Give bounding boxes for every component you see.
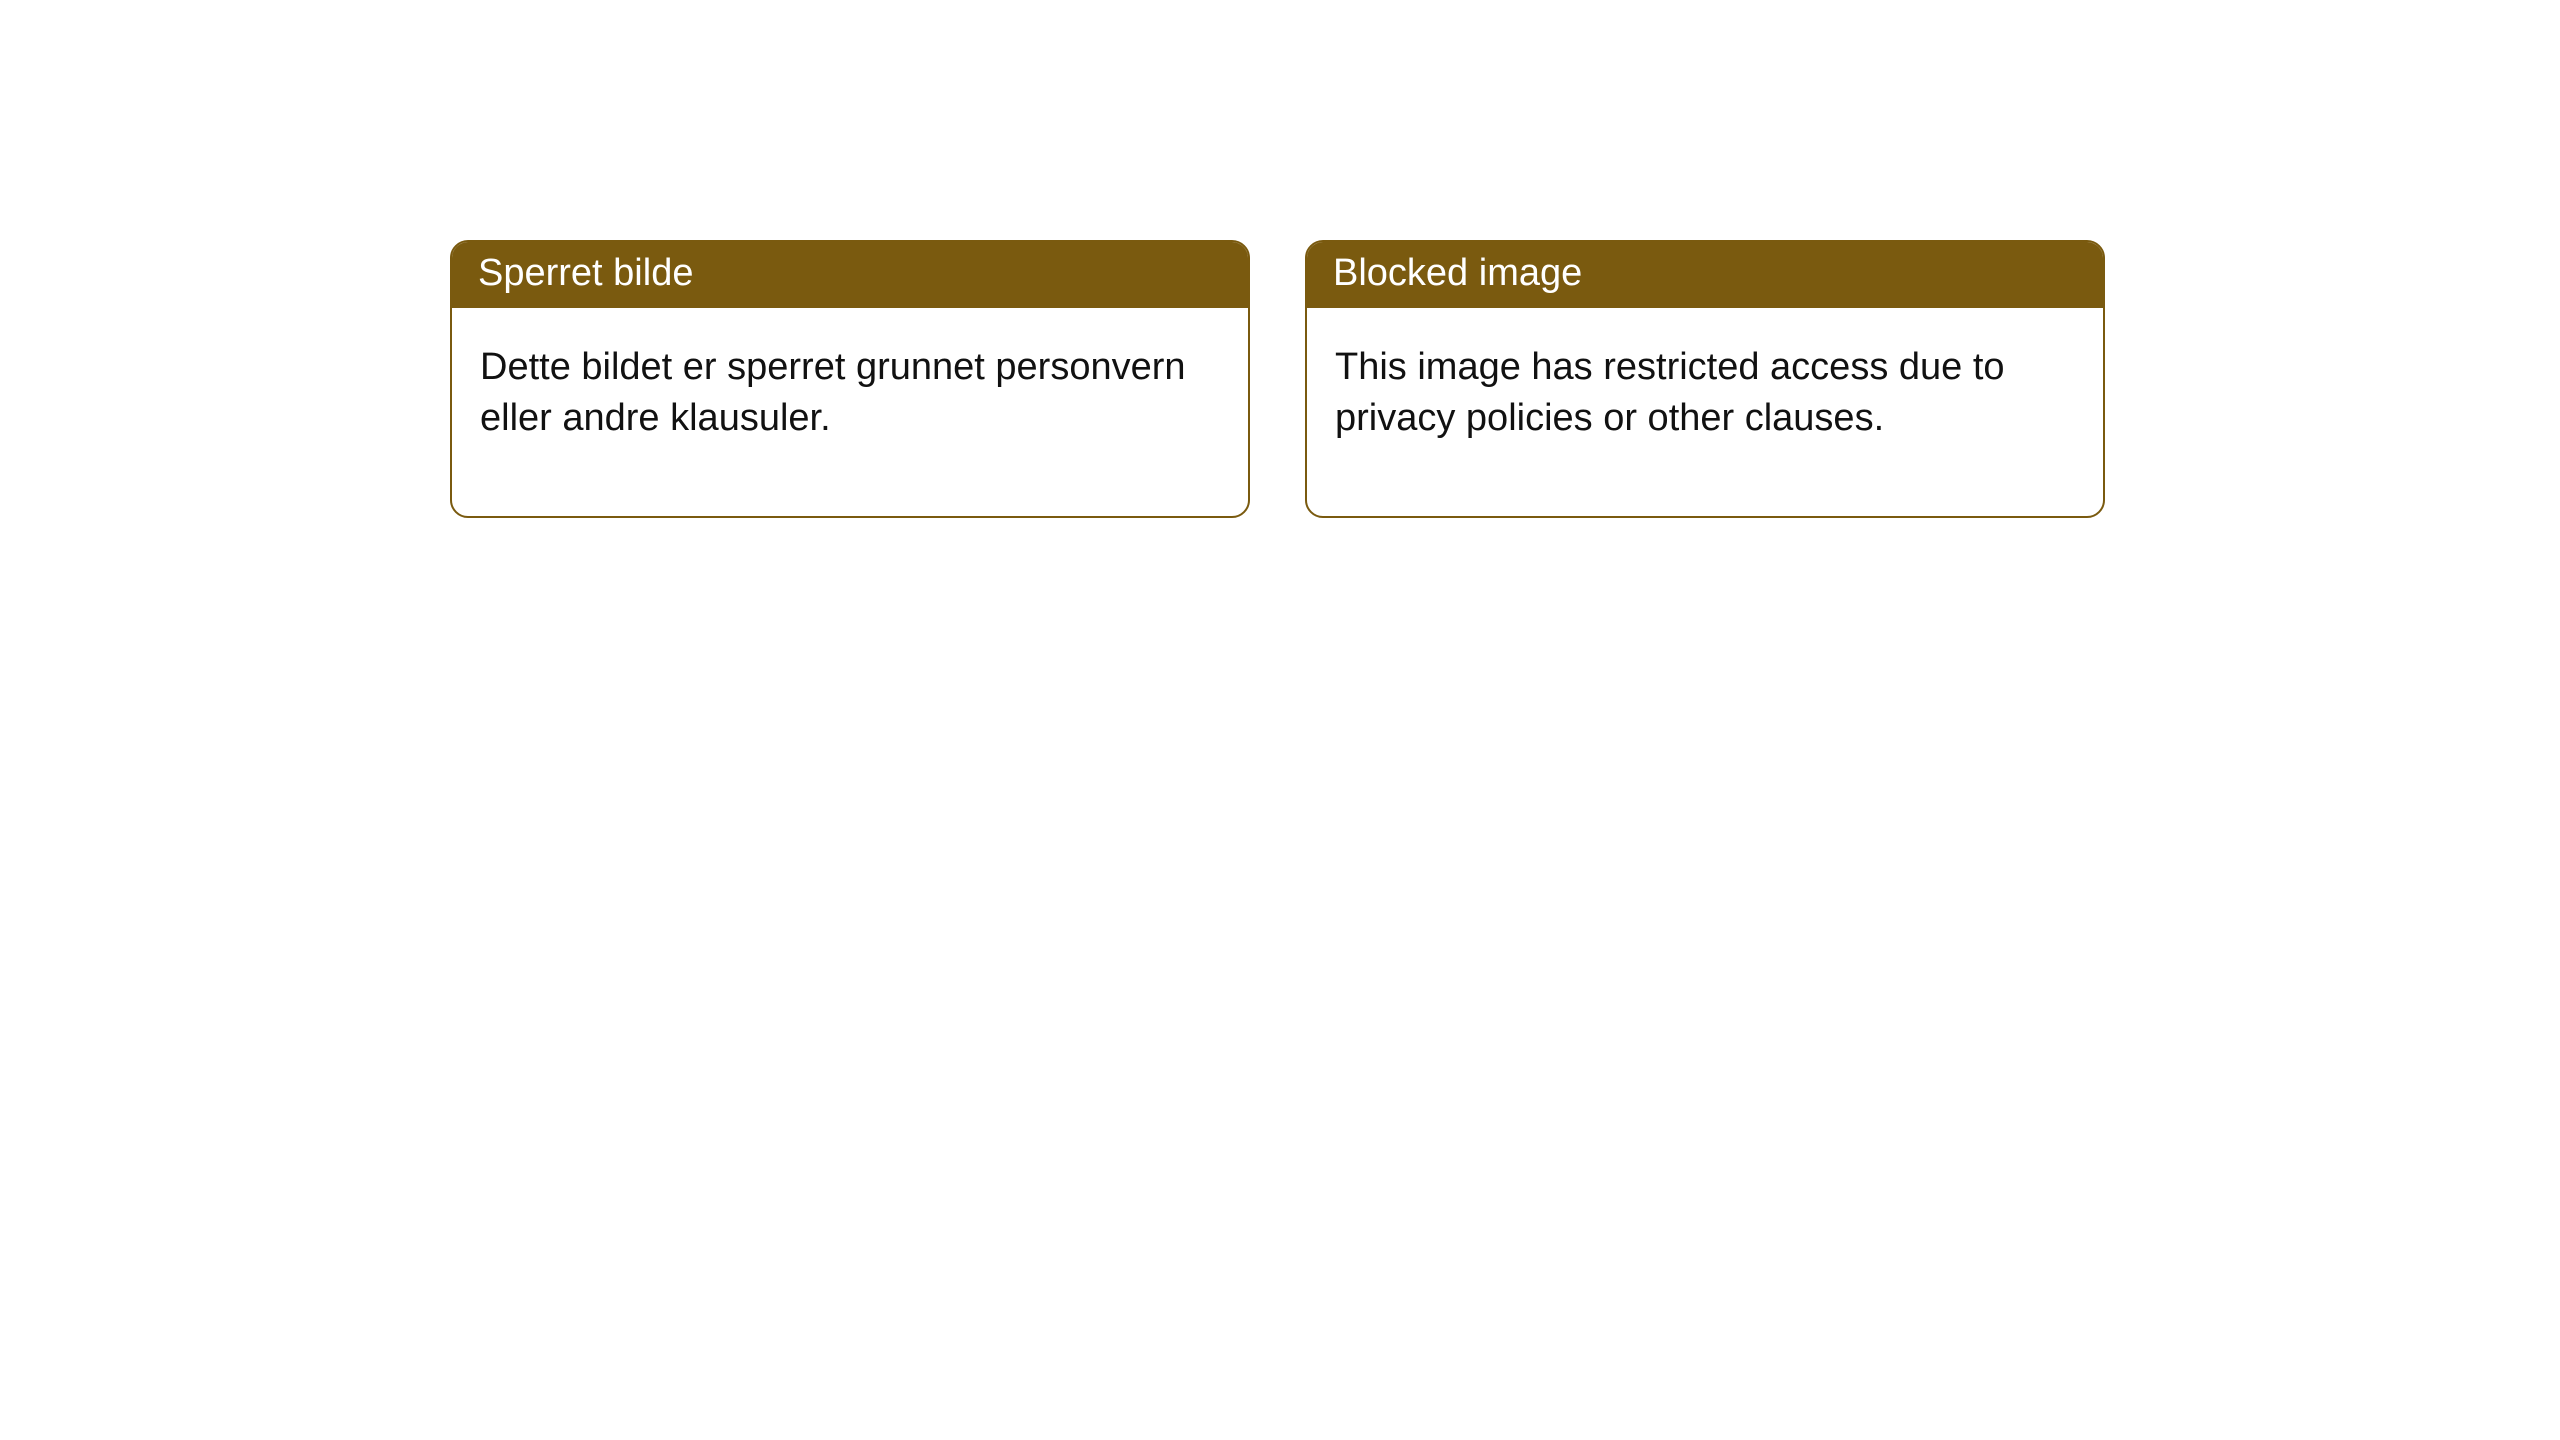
- blocked-image-notice-container: Sperret bilde Dette bildet er sperret gr…: [450, 240, 2105, 518]
- card-body-norwegian: Dette bildet er sperret grunnet personve…: [452, 308, 1248, 517]
- blocked-image-card-norwegian: Sperret bilde Dette bildet er sperret gr…: [450, 240, 1250, 518]
- card-header-english: Blocked image: [1307, 242, 2103, 308]
- card-body-english: This image has restricted access due to …: [1307, 308, 2103, 517]
- card-header-norwegian: Sperret bilde: [452, 242, 1248, 308]
- blocked-image-card-english: Blocked image This image has restricted …: [1305, 240, 2105, 518]
